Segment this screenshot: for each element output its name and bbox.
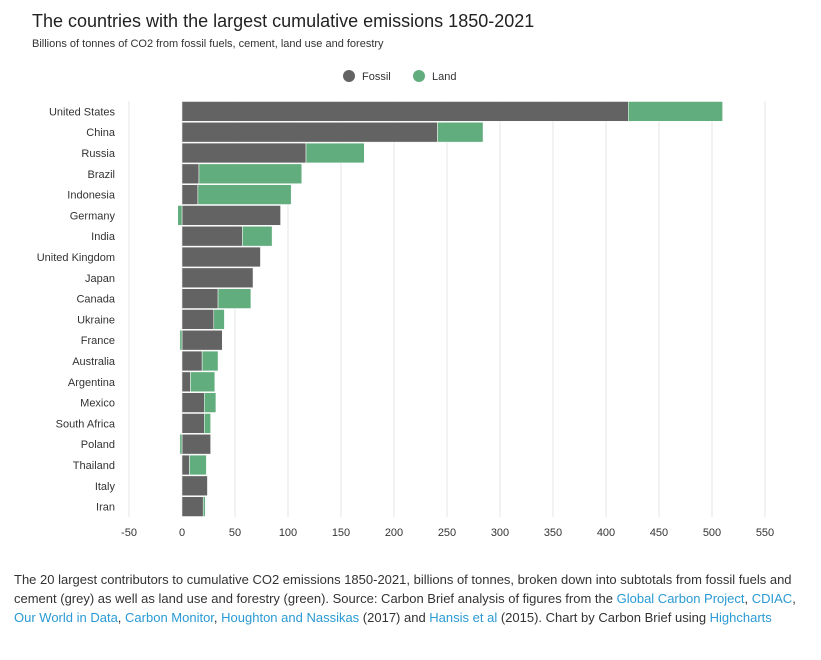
chart-caption: The 20 largest contributors to cumulativ… (14, 570, 804, 627)
x-tick-label: 150 (332, 527, 350, 539)
category-label: Germany (70, 210, 116, 222)
legend-label: Fossil (362, 71, 391, 83)
bar-fossil[interactable] (181, 309, 215, 330)
caption-separator: , (792, 591, 796, 606)
x-tick-label: 0 (179, 527, 185, 539)
category-label: Thailand (73, 460, 115, 472)
bar-fossil[interactable] (181, 392, 205, 413)
bar-fossil[interactable] (181, 101, 629, 122)
bar-land[interactable] (437, 122, 484, 143)
category-label: Poland (81, 439, 115, 451)
category-label: South Africa (56, 418, 116, 430)
bar-land[interactable] (197, 184, 292, 205)
category-label: Australia (72, 356, 116, 368)
bar-fossil[interactable] (181, 267, 254, 288)
bar-fossil[interactable] (181, 330, 223, 351)
bars (177, 101, 723, 517)
bar-land[interactable] (242, 226, 273, 247)
link-carbon-monitor[interactable]: Carbon Monitor (125, 610, 214, 625)
grid-lines (128, 101, 766, 517)
category-label: Argentina (68, 377, 116, 389)
category-label: Japan (85, 273, 115, 285)
category-label: India (91, 231, 116, 243)
category-label: Mexico (80, 398, 115, 410)
bar-fossil[interactable] (181, 122, 438, 143)
link-houghton-nassikas[interactable]: Houghton and Nassikas (221, 610, 360, 625)
bar-land[interactable] (628, 101, 723, 122)
caption-separator: , (213, 610, 222, 625)
link-cdiac[interactable]: CDIAC (751, 591, 793, 606)
bar-land[interactable] (202, 496, 206, 517)
legend-marker (413, 70, 425, 82)
bar-fossil[interactable] (181, 496, 204, 517)
category-label: China (86, 127, 116, 139)
caption-separator: (2015). Chart by Carbon Brief using (497, 610, 710, 625)
caption-separator: (2017) and (359, 610, 430, 625)
legend: Fossil Land (343, 70, 456, 83)
link-highcharts[interactable]: Highcharts (709, 610, 772, 625)
x-tick-label: 100 (279, 527, 297, 539)
bar-land[interactable] (305, 142, 365, 164)
bar-fossil[interactable] (181, 288, 219, 309)
link-global-carbon-project[interactable]: Global Carbon Project (616, 591, 745, 606)
x-tick-label: 300 (491, 527, 509, 539)
category-label: Indonesia (67, 190, 116, 202)
bar-fossil[interactable] (181, 226, 243, 247)
category-label: Ukraine (77, 314, 115, 326)
bar-land[interactable] (177, 205, 183, 226)
bar-fossil[interactable] (181, 413, 205, 434)
chart-title: The countries with the largest cumulativ… (32, 11, 535, 31)
bar-land[interactable] (179, 330, 183, 351)
chart-subtitle: Billions of tonnes of CO2 from fossil fu… (32, 38, 384, 50)
bar-land[interactable] (179, 434, 183, 455)
caption-text: The 20 largest contributors to cumulativ… (14, 572, 792, 606)
legend-item-fossil[interactable]: Fossil (343, 70, 391, 83)
bar-fossil[interactable] (181, 350, 203, 372)
category-label: Canada (76, 294, 115, 306)
bar-land[interactable] (213, 309, 225, 330)
caption-separator: , (117, 610, 126, 625)
caption-separator: , (744, 591, 752, 606)
category-label: Iran (96, 502, 115, 514)
bar-fossil[interactable] (181, 246, 261, 268)
bar-fossil[interactable] (181, 163, 200, 184)
legend-item-land[interactable]: Land (413, 70, 456, 83)
x-tick-label: -50 (121, 527, 137, 539)
category-label: Brazil (87, 169, 115, 181)
link-our-world-in-data[interactable]: Our World in Data (14, 610, 118, 625)
category-label: United Kingdom (37, 252, 115, 264)
x-tick-label: 50 (229, 527, 241, 539)
category-label: Italy (95, 481, 116, 493)
x-tick-label: 450 (650, 527, 668, 539)
x-tick-label: 200 (385, 527, 403, 539)
bar-land[interactable] (204, 392, 217, 413)
bar-fossil[interactable] (181, 205, 281, 226)
legend-marker (343, 70, 355, 82)
category-label: Russia (81, 148, 116, 160)
bar-land[interactable] (198, 163, 303, 184)
bar-land[interactable] (201, 350, 219, 372)
bar-land[interactable] (190, 371, 216, 392)
link-hansis-et-al[interactable]: Hansis et al (429, 610, 498, 625)
bar-fossil[interactable] (181, 184, 199, 205)
legend-label: Land (432, 71, 456, 83)
stacked-bar-chart: Fossil Land United States China Russia Brazi… (37, 70, 774, 539)
category-label: United States (49, 106, 116, 118)
bar-fossil[interactable] (181, 434, 211, 455)
category-label: France (81, 335, 115, 347)
bar-fossil[interactable] (181, 371, 191, 392)
x-tick-label: 250 (438, 527, 456, 539)
bar-land[interactable] (189, 454, 207, 476)
x-tick-label: 350 (544, 527, 562, 539)
bar-land[interactable] (204, 413, 211, 434)
x-axis-tick-labels: -50 0 50 100 150 200 250 300 350 400 450 500 550 (121, 527, 774, 539)
bar-fossil[interactable] (181, 475, 208, 496)
bar-fossil[interactable] (181, 454, 190, 476)
category-labels: United States China Russia Brazil Indonesia G… (37, 106, 116, 513)
x-tick-label: 550 (756, 527, 774, 539)
x-tick-label: 400 (597, 527, 615, 539)
bar-land[interactable] (217, 288, 252, 309)
bar-fossil[interactable] (181, 142, 307, 164)
x-tick-label: 500 (703, 527, 721, 539)
